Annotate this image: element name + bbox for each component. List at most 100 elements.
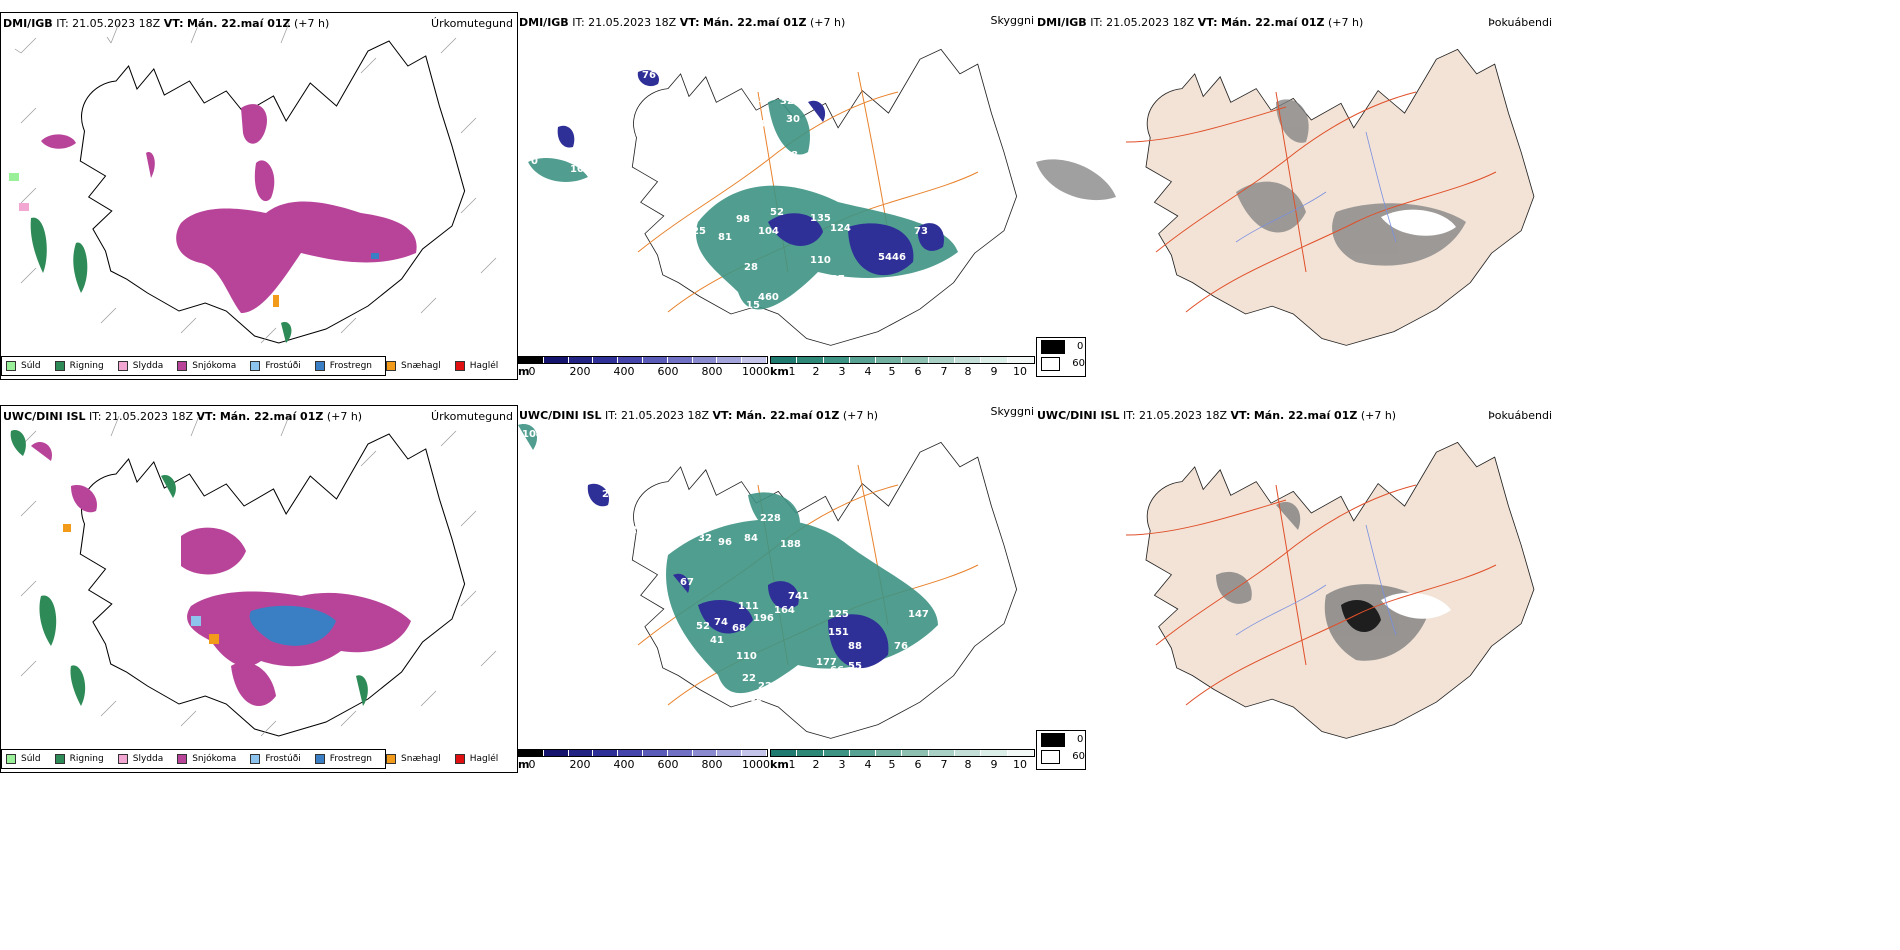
tick: 5 xyxy=(888,365,896,378)
tick: 0 xyxy=(528,758,536,771)
vis-label: 833 xyxy=(840,309,861,320)
legend-swatch xyxy=(250,754,261,764)
fog-panel-row1: DMI/IGB IT: 21.05.2023 18Z VT: Mán. 22.m… xyxy=(1036,12,1554,380)
vis-label: 10 xyxy=(934,216,948,227)
tick: 4 xyxy=(864,758,872,771)
tick: 200 xyxy=(569,365,591,378)
fog-swatch xyxy=(1041,339,1065,354)
precip-title: Úrkomutegund xyxy=(431,17,513,30)
vis-label: 84 xyxy=(744,533,758,544)
visibility-bar xyxy=(770,356,1035,364)
vis-label: 111 xyxy=(738,601,759,612)
vis-label: 112 xyxy=(598,196,619,207)
vis-label: 20 xyxy=(736,104,750,115)
vis-label: 98 xyxy=(736,214,750,225)
vis-label: 32 xyxy=(780,96,794,107)
cloud-base-unit: m xyxy=(518,365,530,378)
cloud-base-bar xyxy=(518,749,768,757)
vis-label: 400 xyxy=(742,693,763,704)
legend-swatch xyxy=(6,361,16,371)
tick: 400 xyxy=(613,758,635,771)
colorbar-segment xyxy=(981,750,1008,756)
vis-label: 73 xyxy=(914,226,928,237)
precip-header: UWC/DINI ISL IT: 21.05.2023 18Z VT: Mán.… xyxy=(3,410,363,423)
vis-label: 88 xyxy=(784,150,798,161)
colorbar-segment xyxy=(593,750,619,756)
colorbar-segment xyxy=(902,357,929,363)
visibility-ticks: 1 2 3 4 5 6 7 8 9 10 xyxy=(770,365,1035,379)
fog-swatch xyxy=(1041,749,1061,764)
vis-label: 81 xyxy=(718,232,732,243)
tick: 400 xyxy=(613,365,635,378)
fog-legend: 0 60 xyxy=(1036,730,1086,770)
colorbar-segment xyxy=(717,750,743,756)
colorbar-segment xyxy=(797,357,824,363)
vis-label: 104 xyxy=(758,226,779,237)
colorbar-segment xyxy=(876,357,903,363)
tick: 7 xyxy=(940,365,948,378)
tick: 600 xyxy=(657,758,679,771)
vis-label: 124 xyxy=(830,223,851,234)
vis-label: 88 xyxy=(848,641,862,652)
tick: 4 xyxy=(864,365,872,378)
tick: 8 xyxy=(964,365,972,378)
vis-label: 135 xyxy=(810,213,831,224)
colorbar-segment xyxy=(823,750,850,756)
visibility-ticks: 1 2 3 4 5 6 7 8 9 10 xyxy=(770,758,1035,772)
vis-label: 90 xyxy=(658,149,672,160)
visibility-colorbar: km 1 2 3 4 5 6 7 8 9 10 xyxy=(770,356,1035,380)
tick: 10 xyxy=(1013,365,1027,378)
colorbar-segment xyxy=(519,357,544,363)
vis-label: 147 xyxy=(576,122,597,133)
vis-label: 104 xyxy=(522,429,543,440)
legend-item: Slydda xyxy=(117,361,163,371)
colorbar-segment xyxy=(1007,357,1034,363)
legend-swatch xyxy=(250,361,261,371)
tick: 7 xyxy=(940,758,948,771)
vis-label: 55 xyxy=(848,661,862,672)
tick: 8 xyxy=(964,758,972,771)
legend-item: Snæhagl xyxy=(386,754,441,764)
vis-label: 110 xyxy=(810,255,831,266)
legend-swatch xyxy=(454,754,465,764)
vis-label: 15 xyxy=(746,300,760,311)
colorbar-segment xyxy=(642,750,668,756)
vis-label: 98 xyxy=(548,196,562,207)
tick: 3 xyxy=(838,365,846,378)
fog-swatch xyxy=(1041,732,1065,747)
vis-label: 83 xyxy=(742,709,756,720)
colorbar-segment xyxy=(797,750,824,756)
fog-swatch xyxy=(1041,356,1061,371)
vis-label: 68 xyxy=(732,623,746,634)
tick: 10 xyxy=(1013,758,1027,771)
vis-label: 102 xyxy=(570,164,591,175)
vis-label: 78 xyxy=(764,711,778,722)
colorbar-segment xyxy=(876,750,903,756)
precip-panel-row1: DMI/IGB IT: 21.05.2023 18Z VT: Mán. 22.m… xyxy=(0,12,518,380)
legend-item: Snjókoma xyxy=(177,754,236,764)
vis-label: 52 xyxy=(696,621,710,632)
vis-title: Skyggni xyxy=(990,405,1034,418)
colorbar-segment xyxy=(519,750,544,756)
tick: 9 xyxy=(990,365,998,378)
precip-legend: Súld Rigning Slydda Snjókoma Frostúði Fr… xyxy=(1,356,498,376)
vis-label: 54 xyxy=(878,252,892,263)
colorbar-segment xyxy=(928,750,956,756)
legend-swatch xyxy=(54,361,65,371)
visibility-map: 104 22 18 23 39 19 67 32 96 84 228 188 7… xyxy=(518,424,1018,739)
tick: 800 xyxy=(701,365,723,378)
legend-swatch xyxy=(386,754,397,764)
colorbar-segment xyxy=(928,357,956,363)
tick: 1 xyxy=(788,365,796,378)
vis-label: 164 xyxy=(774,605,795,616)
precip-title: Úrkomutegund xyxy=(431,410,513,423)
legend-item: Súld xyxy=(6,754,41,764)
vis-label: 196 xyxy=(753,613,774,624)
fog-legend-row: 60 xyxy=(1037,355,1085,372)
fog-legend-row: 60 xyxy=(1037,748,1085,765)
vis-label: 188 xyxy=(780,539,801,550)
vis-label: 25 xyxy=(692,226,706,237)
vis-label: 78 xyxy=(764,322,778,333)
cloud-base-bar xyxy=(518,356,768,364)
vis-label: 23 xyxy=(630,525,644,536)
